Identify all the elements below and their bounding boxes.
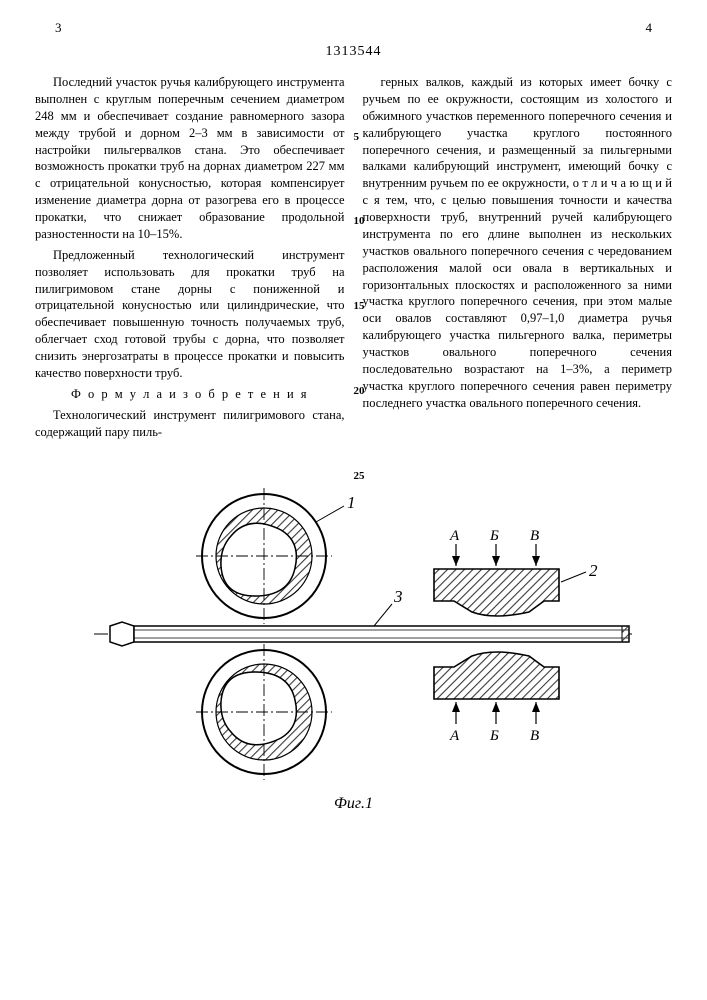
section-B-top: Б — [489, 528, 499, 544]
label-3: 3 — [393, 587, 403, 606]
page-num-left: 3 — [55, 20, 62, 36]
section-A-top: А — [449, 528, 460, 544]
bottom-roll — [196, 644, 332, 780]
label-2: 2 — [589, 561, 598, 580]
left-p2: Предложенный технологический инструмент … — [35, 247, 345, 382]
text-columns: Последний участок ручья калибрующего инс… — [35, 74, 672, 444]
section-V-bot: В — [530, 728, 539, 744]
left-p3: Технологический инструмент пилигримового… — [35, 407, 345, 441]
die-bottom — [434, 652, 559, 699]
section-lines-top: А Б В — [449, 528, 540, 566]
left-p1: Последний участок ручья калибрующего инс… — [35, 74, 345, 243]
right-column: герных валков, каждый из которых имеет б… — [363, 74, 673, 444]
top-roll — [196, 488, 332, 624]
die-top — [434, 569, 559, 616]
section-B-bot: Б — [489, 728, 499, 744]
line-5: 5 — [354, 130, 360, 145]
line-25: 25 — [354, 469, 365, 484]
figure-1: А Б В А Б В — [35, 484, 672, 813]
figure-caption: Фиг.1 — [35, 795, 672, 813]
left-column: Последний участок ручья калибрующего инс… — [35, 74, 345, 444]
page-num-right: 4 — [646, 20, 653, 36]
patent-number: 1313544 — [35, 44, 672, 60]
section-V-top: В — [530, 528, 539, 544]
formula-title: Ф о р м у л а и з о б р е т е н и я — [35, 386, 345, 403]
page-header: 3 4 — [35, 20, 672, 36]
right-p1: герных валков, каждый из которых имеет б… — [363, 74, 673, 412]
section-A-bot: А — [449, 728, 460, 744]
section-lines-bottom: А Б В — [449, 702, 540, 744]
mandrel — [110, 622, 629, 646]
label-1: 1 — [347, 493, 356, 512]
figure-svg: А Б В А Б В — [74, 484, 634, 784]
